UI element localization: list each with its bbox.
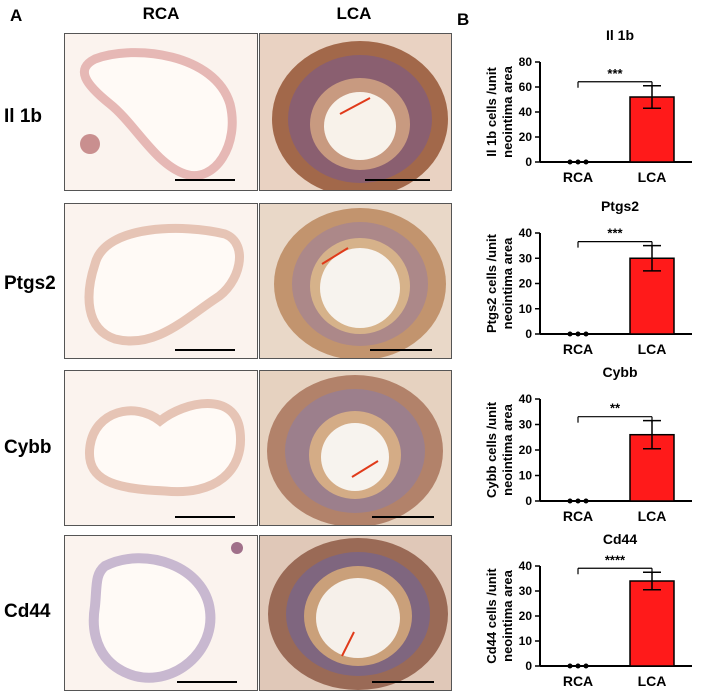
y-tick-label-0-1: 20: [519, 130, 533, 144]
y-tick-label-2-1: 10: [519, 469, 533, 483]
y-tick-label-1-1: 10: [519, 302, 533, 316]
y-axis-label-0: Il 1b cells /unitneointima area: [484, 65, 515, 158]
y-axis-label-1: Ptgs2 cells /unitneointima area: [484, 233, 515, 333]
y-axis-label-3: Cd44 cells /unitneointima area: [484, 568, 515, 664]
column-header-rca: RCA: [142, 4, 180, 23]
category-label-3-0: RCA: [563, 673, 593, 689]
micrograph-lca-cybb: [259, 370, 452, 526]
chart-title-3: Cd44: [603, 531, 637, 547]
significance-label-3: ****: [605, 552, 626, 567]
data-point-rca-0-1: [575, 159, 581, 165]
y-tick-label-2-2: 20: [519, 443, 533, 457]
data-point-rca-3-1: [575, 663, 581, 669]
y-tick-label-3-1: 10: [519, 634, 533, 648]
data-point-rca-0-2: [583, 159, 589, 165]
y-tick-label-2-0: 0: [525, 494, 532, 508]
bar-charts-svg: Il 1b 0 20 40 60 80 Il 1b cells /unitneointima…: [484, 27, 692, 689]
micrograph-rca-il1b: [64, 33, 258, 191]
chart-title-2: Cybb: [603, 364, 638, 380]
data-point-rca-0-0: [567, 159, 573, 165]
y-tick-label-1-0: 0: [525, 327, 532, 341]
y-tick-label-1-4: 40: [519, 226, 533, 240]
y-tick-label-1-3: 30: [519, 251, 533, 265]
micrograph-rca-cybb: [64, 370, 258, 526]
data-point-rca-2-0: [567, 498, 573, 504]
significance-label-0: ***: [607, 66, 623, 81]
micrograph-rca-ptgs2: [64, 203, 258, 359]
micrograph-lca-cd44: [259, 535, 452, 691]
chart-title-1: Ptgs2: [601, 198, 639, 214]
y-tick-label-0-0: 0: [525, 155, 532, 169]
bar-lca-3: [629, 580, 675, 667]
category-label-1-0: RCA: [563, 341, 593, 357]
significance-label-2: **: [610, 401, 621, 416]
micrograph-lca-ptgs2: [259, 203, 452, 359]
significance-label-1: ***: [607, 226, 623, 241]
micrograph-lca-il1b: [259, 33, 452, 191]
y-tick-label-2-3: 30: [519, 418, 533, 432]
data-point-rca-2-1: [575, 498, 581, 504]
category-label-0-1: LCA: [638, 169, 667, 185]
data-point-rca-3-0: [567, 663, 573, 669]
category-label-2-1: LCA: [638, 508, 667, 524]
micrograph-rca-cd44: [64, 535, 258, 691]
y-tick-label-1-2: 20: [519, 277, 533, 291]
row-label-cd44: Cd44: [4, 601, 51, 622]
category-label-2-0: RCA: [563, 508, 593, 524]
y-tick-label-0-3: 60: [519, 80, 533, 94]
panel-a-letter: A: [10, 6, 23, 25]
y-tick-label-3-3: 30: [519, 584, 533, 598]
data-point-rca-3-2: [583, 663, 589, 669]
data-point-rca-2-2: [583, 498, 589, 504]
panel-b-charts: Il 1b 0 20 40 60 80 Il 1b cells /unitneointima…: [470, 0, 702, 693]
chart-title-0: Il 1b: [606, 27, 634, 43]
column-header-lca: LCA: [336, 4, 372, 23]
data-point-rca-1-1: [575, 331, 581, 337]
y-tick-label-0-4: 80: [519, 55, 533, 69]
row-label-ptgs2: Ptgs2: [4, 273, 56, 294]
category-label-0-0: RCA: [563, 169, 593, 185]
data-point-rca-1-2: [583, 331, 589, 337]
row-label-il1b: Il 1b: [4, 106, 43, 127]
y-tick-label-2-4: 40: [519, 392, 533, 406]
panel-b-letter: B: [457, 10, 470, 29]
category-label-3-1: LCA: [638, 673, 667, 689]
y-axis-label-2: Cybb cells /unitneointima area: [484, 401, 515, 498]
y-tick-label-3-0: 0: [525, 659, 532, 673]
y-tick-label-0-2: 40: [519, 105, 533, 119]
row-label-cybb: Cybb: [4, 437, 52, 458]
category-label-1-1: LCA: [638, 341, 667, 357]
y-tick-label-3-4: 40: [519, 559, 533, 573]
data-point-rca-1-0: [567, 331, 573, 337]
y-tick-label-3-2: 20: [519, 609, 533, 623]
